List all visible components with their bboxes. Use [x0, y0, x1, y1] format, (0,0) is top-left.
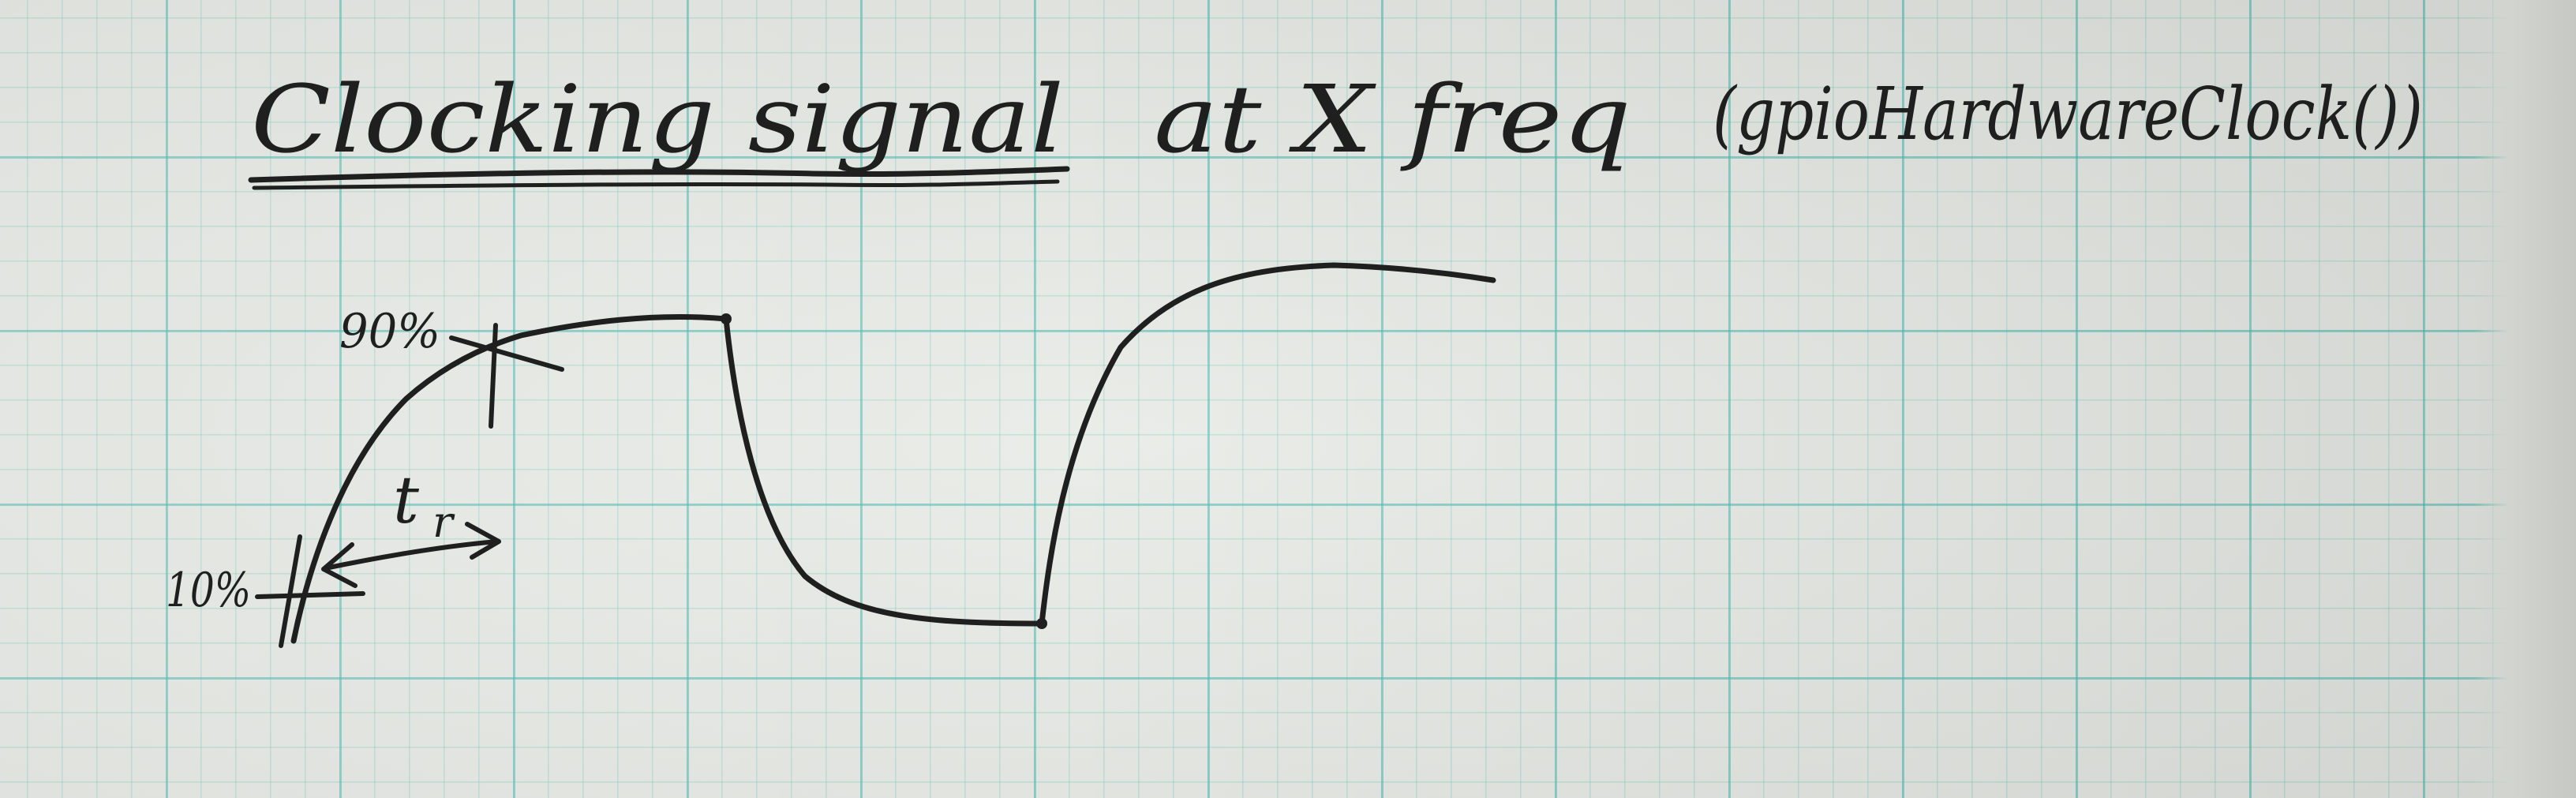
paper-edge	[2473, 0, 2576, 798]
rise-time-arrow-line	[323, 539, 500, 571]
title-function-text: (gpioHardwareClock())	[1713, 72, 2423, 156]
waveform-corner-dot-top	[721, 313, 732, 324]
rise-time-indicator: t r	[321, 463, 501, 588]
ten-percent-marker: 10%	[166, 534, 365, 648]
ninety-percent-marker: 90%	[339, 304, 564, 429]
ten-percent-label: 10%	[166, 563, 251, 618]
ninety-marker-horizontal	[449, 335, 564, 372]
ninety-marker-vertical	[489, 323, 498, 429]
waveform-corner-dot-bottom	[1036, 618, 1047, 629]
ten-marker-horizontal	[255, 591, 365, 599]
rise-time-arrowhead-left	[321, 542, 358, 588]
rise-time-label: t	[393, 463, 420, 538]
title-underline-second	[252, 179, 1060, 190]
title: Clocking signal at X freq (gpioHardwareC…	[248, 65, 2423, 190]
title-underline	[248, 166, 1070, 183]
rise-time-subscript: r	[432, 497, 455, 547]
title-underlined-text: Clocking signal	[251, 65, 1064, 174]
ninety-percent-label: 90%	[339, 304, 440, 359]
waveform-line	[290, 262, 1496, 644]
ten-marker-vertical	[279, 534, 302, 648]
title-rest-text: at X freq	[1154, 65, 1631, 174]
rise-time-arrowhead-right	[465, 522, 501, 560]
